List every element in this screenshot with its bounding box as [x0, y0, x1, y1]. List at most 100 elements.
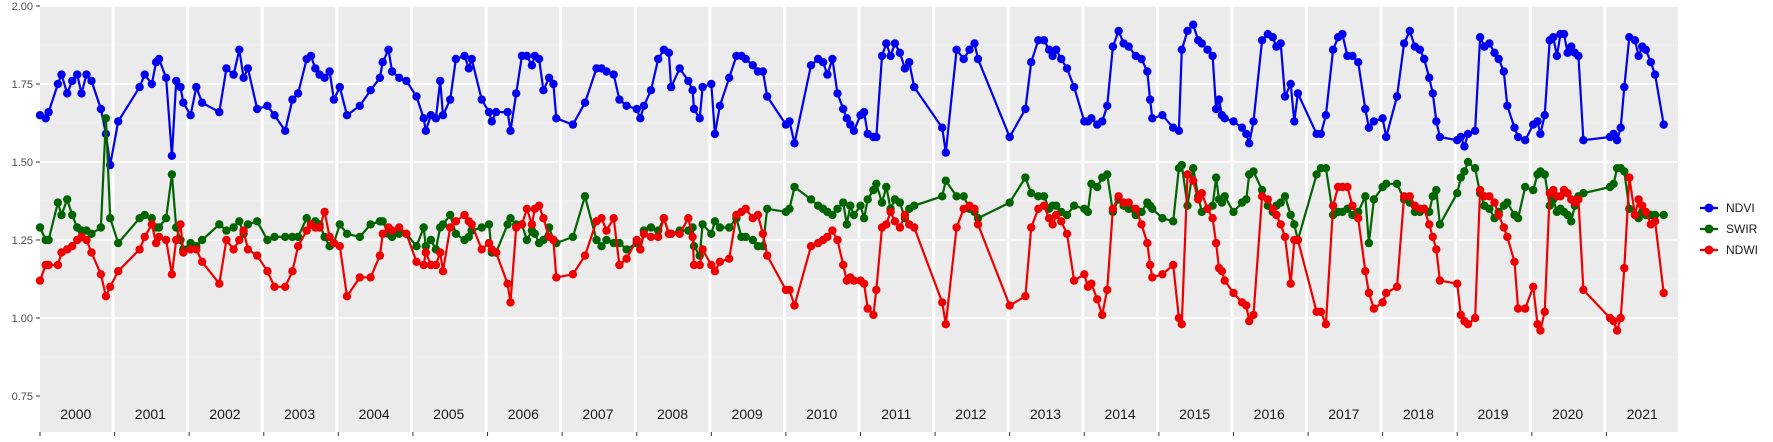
data-point-ndwi	[1650, 217, 1660, 226]
data-point-swir	[161, 214, 171, 223]
facet-label-2014: 2014	[1104, 406, 1135, 422]
data-point-ndvi	[1044, 45, 1054, 54]
data-point-swir	[1392, 179, 1402, 188]
data-point-ndwi	[135, 245, 144, 254]
facet-label-2000: 2000	[60, 406, 91, 422]
legend-label-ndwi: NDWI	[1726, 243, 1758, 257]
facet-panel-2008	[636, 6, 709, 432]
facet-panels: 2000 2001 2002 2003 2004 2005 2006 2007 2008 2009…	[40, 5, 1678, 432]
data-point-swir	[1124, 204, 1133, 213]
data-point-ndvi	[965, 45, 974, 54]
data-point-ndvi	[1021, 104, 1030, 114]
data-point-ndwi	[707, 260, 716, 270]
data-point-ndwi	[1108, 204, 1118, 213]
data-point-ndvi	[1108, 42, 1118, 51]
data-point-ndvi	[1616, 123, 1625, 132]
data-point-swir	[1382, 179, 1391, 188]
data-point-swir	[253, 217, 262, 226]
data-point-swir	[741, 232, 750, 242]
data-point-ndwi	[552, 273, 561, 282]
data-point-swir	[1485, 204, 1494, 213]
data-point-ndwi	[1242, 301, 1251, 310]
data-point-ndwi	[320, 207, 329, 217]
data-point-ndwi	[293, 242, 303, 251]
data-point-swir	[1540, 170, 1549, 179]
data-point-ndvi	[57, 70, 66, 79]
data-point-ndvi	[1513, 132, 1523, 142]
data-point-ndwi	[263, 267, 272, 276]
data-point-swir	[959, 192, 968, 201]
data-point-ndwi	[684, 214, 693, 223]
data-point-swir	[1148, 204, 1157, 213]
data-point-swir	[302, 214, 311, 223]
data-point-ndvi	[1646, 58, 1656, 67]
data-point-ndvi	[1316, 129, 1326, 139]
data-point-ndvi	[1463, 129, 1473, 139]
data-point-ndvi	[900, 64, 910, 73]
data-point-ndvi	[467, 54, 476, 64]
data-point-ndvi	[886, 51, 895, 61]
data-point-ndwi	[1328, 201, 1338, 210]
data-point-ndwi	[597, 214, 606, 223]
data-point-ndwi	[1316, 307, 1326, 316]
data-point-ndwi	[1361, 267, 1370, 276]
data-point-ndvi	[263, 101, 272, 111]
data-point-ndwi	[1080, 270, 1089, 279]
data-point-ndvi	[1069, 82, 1079, 92]
data-point-ndwi	[1220, 276, 1229, 285]
data-point-ndvi	[342, 111, 352, 120]
data-point-ndwi	[1093, 295, 1102, 304]
data-point-swir	[1290, 220, 1299, 229]
data-point-ndwi	[872, 285, 881, 295]
data-point-ndwi	[302, 226, 311, 235]
data-point-ndwi	[1420, 204, 1429, 213]
data-point-swir	[1005, 198, 1014, 207]
data-point-ndwi	[44, 260, 53, 270]
data-point-ndwi	[1203, 204, 1212, 213]
data-point-ndvi	[895, 48, 905, 57]
data-point-ndvi	[1177, 45, 1187, 54]
data-point-swir	[1659, 210, 1668, 220]
data-point-ndvi	[849, 126, 859, 135]
data-point-ndwi	[654, 232, 663, 242]
data-point-ndvi	[1609, 129, 1618, 139]
data-point-ndwi	[1183, 170, 1192, 179]
data-point-ndwi	[375, 251, 385, 260]
y-tick-label: 1.00	[12, 313, 33, 325]
data-point-ndwi	[1057, 217, 1066, 226]
data-point-ndvi	[325, 67, 334, 76]
data-point-ndwi	[172, 235, 181, 245]
data-point-ndvi	[484, 107, 494, 117]
data-point-ndwi	[1169, 260, 1178, 270]
data-point-swir	[1369, 195, 1379, 204]
data-point-ndvi	[395, 73, 404, 83]
facet-label-2019: 2019	[1477, 406, 1508, 422]
data-point-ndwi	[253, 251, 262, 260]
data-point-ndvi	[114, 117, 123, 126]
data-point-ndwi	[1197, 189, 1207, 198]
data-point-swir	[154, 223, 164, 232]
data-point-ndwi	[239, 226, 248, 235]
data-point-ndwi	[395, 223, 404, 232]
data-point-ndwi	[1392, 282, 1402, 291]
data-point-ndwi	[1098, 310, 1107, 320]
data-point-ndvi	[615, 95, 624, 104]
data-point-swir	[1189, 164, 1198, 173]
data-point-swir	[451, 229, 461, 238]
data-point-ndvi	[1620, 82, 1629, 92]
data-point-swir	[270, 232, 279, 242]
data-point-ndvi	[378, 58, 387, 67]
facet-panel-2009	[711, 6, 783, 432]
data-point-ndvi	[1286, 79, 1295, 89]
data-point-ndwi	[890, 217, 900, 226]
data-point-swir	[1229, 207, 1238, 217]
data-point-swir	[229, 223, 238, 232]
data-point-ndwi	[1435, 276, 1445, 285]
y-tick-label: 1.75	[12, 79, 33, 91]
facet-panel-2014	[1084, 6, 1156, 432]
data-point-swir	[530, 229, 539, 238]
data-point-ndwi	[1211, 238, 1221, 248]
data-point-swir	[446, 210, 455, 220]
data-point-ndvi	[1137, 54, 1146, 64]
data-point-ndvi	[1428, 89, 1438, 98]
